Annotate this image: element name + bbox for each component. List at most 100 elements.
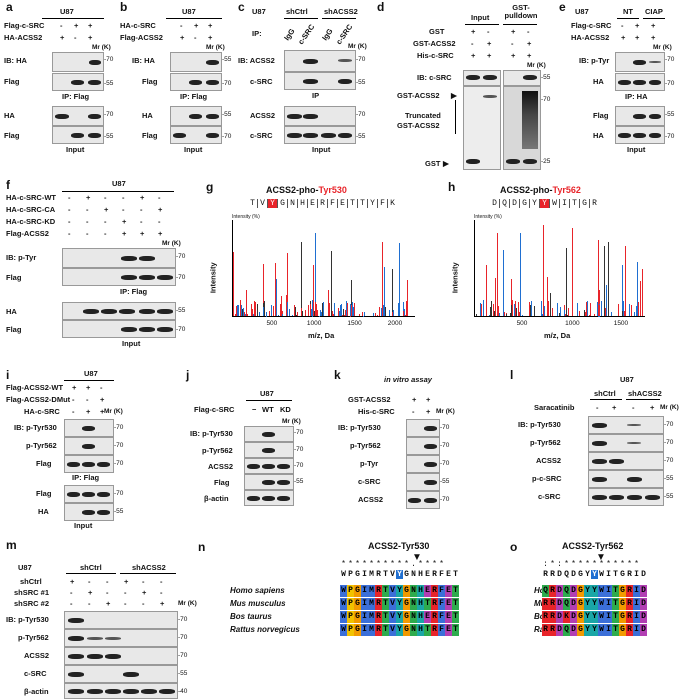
sign: + xyxy=(651,21,656,30)
residue: I xyxy=(605,624,612,636)
marker: -70 xyxy=(664,457,674,464)
marker: -70 xyxy=(104,56,114,63)
spectrum-peak xyxy=(310,303,311,316)
sign: + xyxy=(70,577,75,586)
spectrum-peak xyxy=(295,307,296,316)
lane-label: WT xyxy=(262,405,274,414)
x-tick: 1000 xyxy=(306,320,322,327)
spectrum-peak xyxy=(584,310,585,316)
residue: G xyxy=(620,570,625,579)
residue: F xyxy=(439,570,444,579)
residue: Y xyxy=(396,570,403,579)
sign: + xyxy=(60,33,65,42)
cell-line-label: U87 xyxy=(60,7,74,16)
arrowhead-down-icon: ▼ xyxy=(596,552,606,563)
mr-label: Mr (K) xyxy=(660,404,679,411)
row-label: HA-ACSS2 xyxy=(4,33,43,42)
marker: -55 xyxy=(104,80,114,87)
blot xyxy=(284,50,356,72)
sign: - xyxy=(88,577,91,586)
residue: W xyxy=(340,598,347,610)
residue: G xyxy=(577,585,584,597)
row-label: Flag-ACSS2 xyxy=(6,229,49,238)
blot xyxy=(52,73,104,91)
blot-label: p-c-SRC xyxy=(532,474,562,483)
spectrum-peak xyxy=(257,304,258,316)
residue: I xyxy=(633,611,640,623)
spectrum-peak xyxy=(605,308,606,316)
marker: -40 xyxy=(178,688,188,695)
spectrum-peak xyxy=(359,313,360,316)
conservation-line: : *: * * * * * * * * * * * xyxy=(543,560,639,569)
spectrum-peak xyxy=(518,301,519,316)
marker: -55 xyxy=(104,133,114,140)
panel-d: d Input GST-pulldown GST GST-ACSS2 His-c… xyxy=(377,0,553,178)
sign: + xyxy=(208,21,213,30)
spectrum-peak xyxy=(238,304,239,316)
spectrum-peak xyxy=(642,308,643,316)
blot-label: ACSS2 xyxy=(358,495,384,504)
residue: G xyxy=(619,585,626,597)
species-label: Mus musculus xyxy=(230,599,286,608)
spectrum-peak xyxy=(289,308,290,316)
spectrum-peak xyxy=(530,305,531,316)
row-label: His-c-SRC xyxy=(358,407,395,416)
residue: I xyxy=(634,570,639,579)
spectrum-peak xyxy=(377,314,378,316)
residue: T xyxy=(452,624,459,636)
panel-label: d xyxy=(377,0,385,14)
spectrum-peak xyxy=(237,304,238,316)
residue: D xyxy=(509,199,519,208)
spectrum-peak xyxy=(511,305,512,316)
spectrum-peak xyxy=(548,301,549,316)
residue: D xyxy=(641,570,646,579)
group-label: shACSS2 xyxy=(132,563,166,572)
blot xyxy=(64,503,114,521)
marker: -25 xyxy=(541,158,551,165)
marker: -55 xyxy=(356,79,366,86)
residue: D xyxy=(571,570,576,579)
sign: - xyxy=(60,21,63,30)
spectrum-peak xyxy=(350,304,351,316)
residue: M xyxy=(368,611,375,623)
spectrum-peak xyxy=(286,295,287,316)
sign: - xyxy=(68,229,71,238)
residue: Y xyxy=(591,624,598,636)
residue: W xyxy=(599,570,604,579)
spectrum-peak xyxy=(631,304,632,316)
residue: D xyxy=(556,585,563,597)
spectrum-peak xyxy=(341,303,342,316)
residue: R xyxy=(376,570,381,579)
residue: G xyxy=(403,598,410,610)
arrowhead-down-icon: ▼ xyxy=(412,552,422,563)
panel-f: f U87 HA-c-SRC-WT HA-c-SRC-CA HA-c-SRC-K… xyxy=(0,178,200,358)
blot-label: c-SRC xyxy=(24,669,47,678)
sign: + xyxy=(208,33,213,42)
residue: T xyxy=(612,624,619,636)
spectrum-peak xyxy=(604,245,605,316)
spectrum-peak xyxy=(510,312,511,316)
sign: + xyxy=(100,407,105,416)
spectrum-peak xyxy=(392,268,393,316)
sign: + xyxy=(527,51,532,60)
spectrum-peak xyxy=(640,281,641,316)
spectrum-peak xyxy=(255,302,256,316)
spectrum-peak xyxy=(541,301,542,316)
spectrum-peak xyxy=(329,302,330,316)
spectrum-peak xyxy=(241,305,242,316)
panel-label: f xyxy=(6,178,10,192)
spectrum-peak xyxy=(252,309,253,316)
residue: Y xyxy=(396,585,403,597)
blot-label: IB: p-Tyr530 xyxy=(6,615,49,624)
sign: + xyxy=(471,27,476,36)
group-label: shCtrl xyxy=(594,389,616,398)
residue: T xyxy=(612,585,619,597)
sign: - xyxy=(104,193,107,202)
residue: E xyxy=(445,624,452,636)
lane-label: − xyxy=(252,405,257,414)
spectrum-peak xyxy=(342,314,343,316)
spectrum-peak xyxy=(271,305,272,316)
residue: T xyxy=(382,598,389,610)
